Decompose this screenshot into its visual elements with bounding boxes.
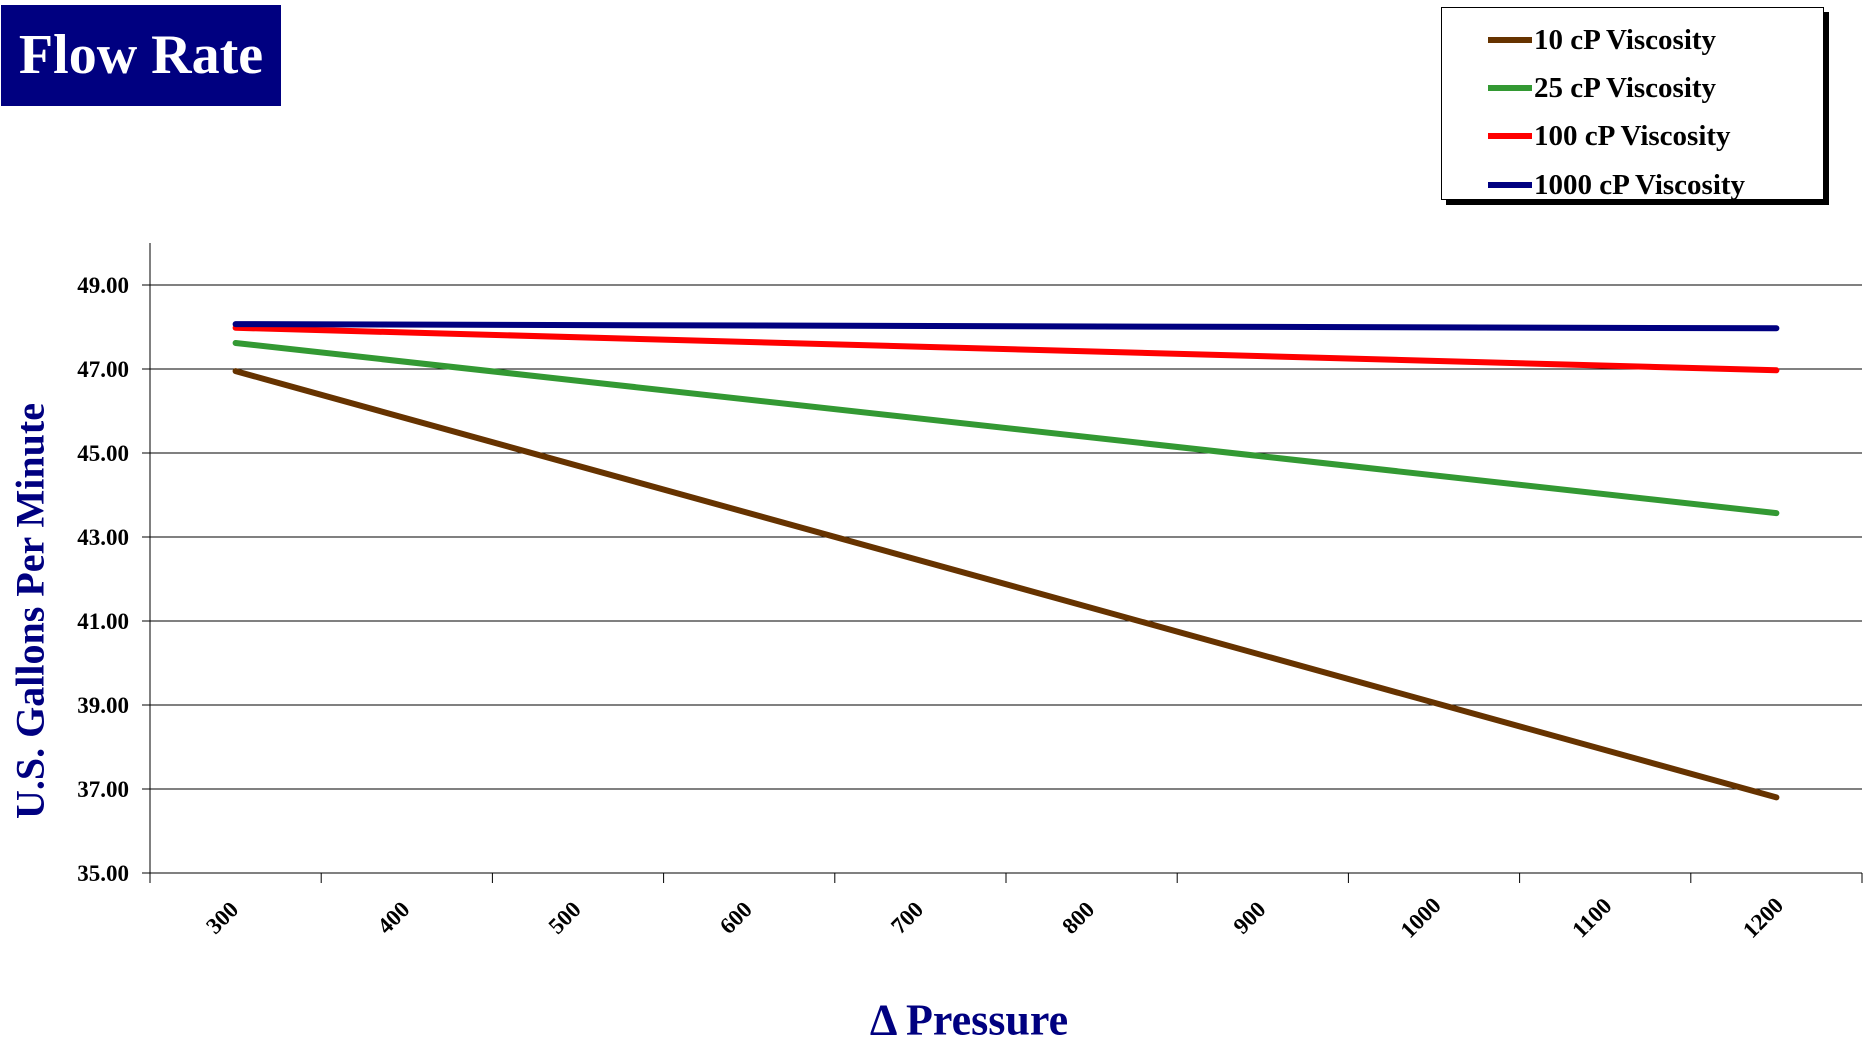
series-line-25cp [232, 340, 1780, 517]
x-axis-title: Δ Pressure [869, 995, 1069, 1045]
x-tick-label: 400 [372, 897, 414, 939]
legend-item-100cp: 100 cP Viscosity [1488, 112, 1731, 160]
x-tick-label: 800 [1057, 897, 1099, 939]
x-tick-label: 900 [1228, 897, 1270, 939]
y-axis-title: U.S. Gallons Per Minute [7, 403, 53, 819]
axes [149, 243, 1862, 874]
y-tick-label: 35.00 [77, 861, 129, 886]
x-axis-ticks: 300 400 500 600 700 800 900 1000 1100 1200 [149, 873, 1863, 943]
x-tick-label: 1200 [1738, 893, 1788, 943]
chart-title: Flow Rate [1, 5, 281, 106]
x-tick-label: 1100 [1567, 893, 1616, 942]
legend-label-10cp: 10 cP Viscosity [1534, 23, 1717, 56]
series-line-100cp [232, 324, 1780, 374]
legend: 10 cP Viscosity 25 cP Viscosity 100 cP V… [1441, 7, 1824, 201]
y-tick-label: 45.00 [77, 441, 129, 466]
legend-label-100cp: 100 cP Viscosity [1534, 119, 1731, 152]
x-tick-label: 700 [886, 897, 928, 939]
legend-swatch-10cp [1488, 37, 1532, 43]
series-line-1000cp [232, 321, 1780, 332]
legend-swatch-100cp [1488, 133, 1532, 139]
y-axis-ticks: 35.00 37.00 39.00 41.00 43.00 45.00 47.00 49.00 [77, 273, 150, 886]
legend-swatch-1000cp [1488, 182, 1532, 188]
x-tick-label: 1000 [1396, 893, 1446, 943]
series-line-10cp [232, 368, 1780, 801]
x-tick-label: 500 [544, 897, 586, 939]
y-tick-label: 37.00 [77, 777, 129, 802]
legend-item-25cp: 25 cP Viscosity [1488, 64, 1716, 112]
legend-label-25cp: 25 cP Viscosity [1534, 71, 1717, 104]
series-lines [232, 321, 1780, 801]
y-tick-label: 39.00 [77, 693, 129, 718]
y-tick-label: 41.00 [77, 609, 129, 634]
y-tick-label: 47.00 [77, 357, 129, 382]
legend-item-1000cp: 1000 cP Viscosity [1488, 161, 1745, 209]
x-tick-label: 300 [201, 897, 243, 939]
y-tick-label: 43.00 [77, 525, 129, 550]
legend-label-1000cp: 1000 cP Viscosity [1534, 168, 1746, 201]
gridlines [150, 284, 1862, 790]
x-tick-label: 600 [715, 897, 757, 939]
legend-swatch-25cp [1488, 85, 1532, 91]
y-tick-label: 49.00 [77, 273, 129, 298]
legend-item-10cp: 10 cP Viscosity [1488, 16, 1716, 64]
